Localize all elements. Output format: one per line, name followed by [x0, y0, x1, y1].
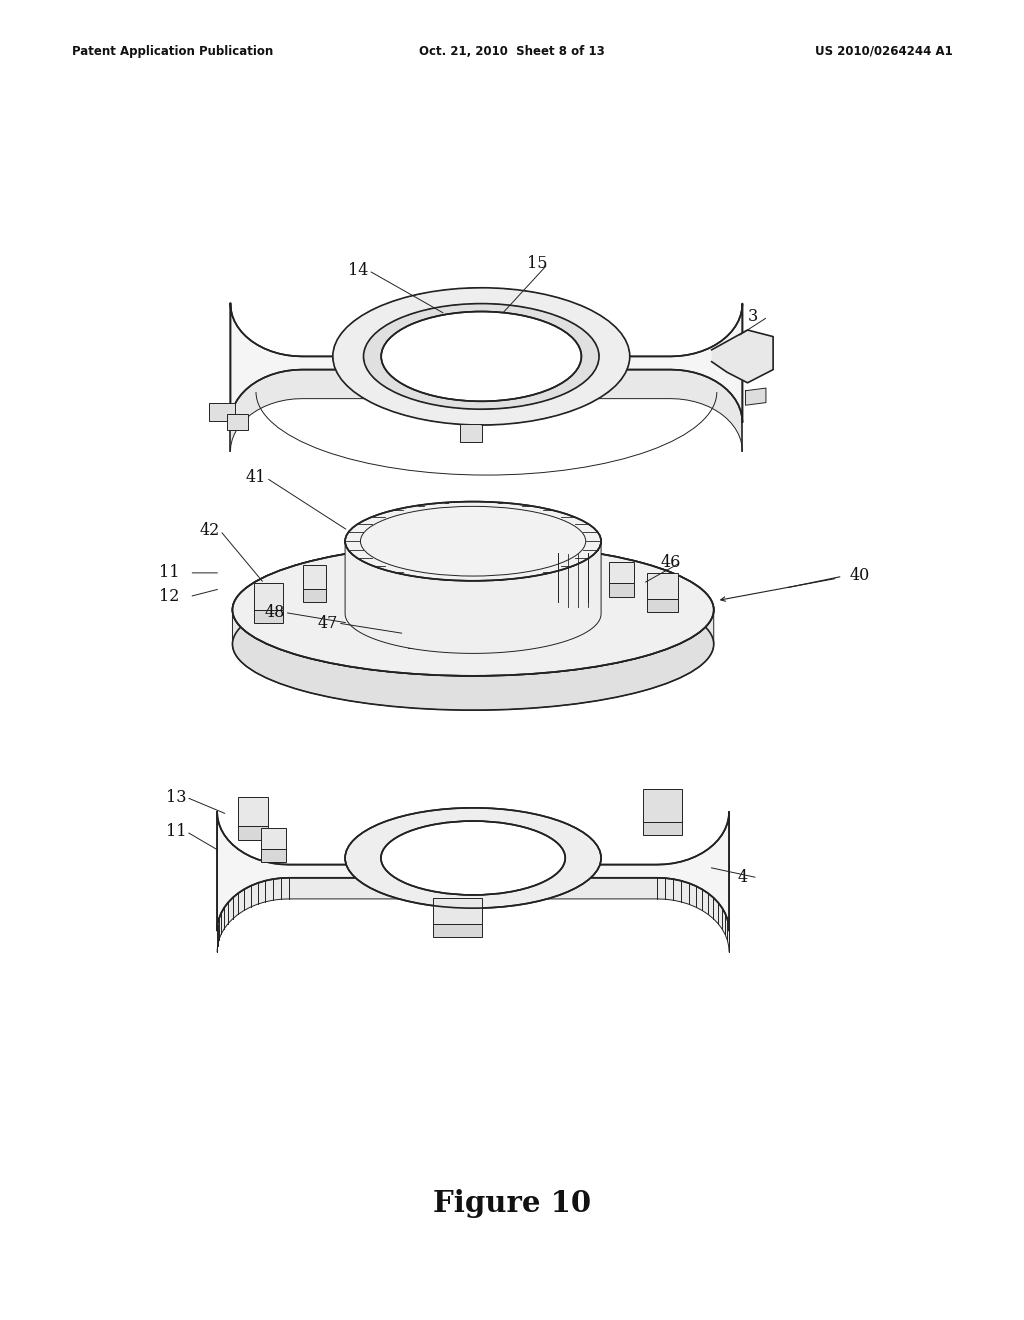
Ellipse shape [345, 808, 601, 908]
Text: 12: 12 [159, 589, 179, 605]
Polygon shape [217, 812, 729, 931]
Ellipse shape [232, 578, 714, 710]
Text: 40: 40 [850, 568, 870, 583]
Polygon shape [609, 583, 634, 597]
Polygon shape [209, 403, 236, 421]
Polygon shape [647, 599, 678, 612]
Ellipse shape [333, 288, 630, 425]
Polygon shape [433, 898, 482, 924]
Text: 47: 47 [317, 615, 338, 631]
Text: 4: 4 [737, 870, 748, 886]
Text: 46: 46 [660, 554, 681, 570]
Text: Patent Application Publication: Patent Application Publication [72, 45, 273, 58]
Polygon shape [230, 370, 742, 451]
Text: 13: 13 [166, 789, 186, 805]
Text: 48: 48 [264, 605, 285, 620]
Text: 42: 42 [200, 523, 220, 539]
Polygon shape [351, 607, 380, 620]
Text: US 2010/0264244 A1: US 2010/0264244 A1 [814, 45, 952, 58]
Polygon shape [712, 330, 773, 383]
Polygon shape [408, 611, 446, 635]
Text: 3: 3 [748, 309, 758, 325]
Polygon shape [230, 304, 742, 422]
Polygon shape [643, 821, 682, 836]
Text: 41: 41 [246, 470, 266, 486]
Text: 11: 11 [166, 824, 186, 840]
Polygon shape [609, 562, 634, 583]
Polygon shape [745, 388, 766, 405]
Polygon shape [303, 589, 326, 602]
Polygon shape [261, 828, 286, 849]
Text: 14: 14 [348, 263, 369, 279]
Polygon shape [238, 797, 268, 826]
Ellipse shape [381, 312, 582, 401]
Polygon shape [254, 610, 283, 623]
Polygon shape [217, 878, 729, 952]
Polygon shape [227, 414, 248, 430]
Polygon shape [351, 586, 380, 607]
Polygon shape [643, 788, 682, 821]
Ellipse shape [381, 821, 565, 895]
Polygon shape [238, 826, 268, 840]
Text: Figure 10: Figure 10 [433, 1189, 591, 1218]
Polygon shape [647, 573, 678, 599]
Polygon shape [261, 849, 286, 862]
Ellipse shape [232, 544, 714, 676]
Polygon shape [254, 583, 283, 610]
Text: 11: 11 [159, 565, 179, 581]
Text: 15: 15 [527, 256, 548, 272]
Polygon shape [460, 424, 482, 442]
Polygon shape [345, 541, 601, 653]
Text: Oct. 21, 2010  Sheet 8 of 13: Oct. 21, 2010 Sheet 8 of 13 [419, 45, 605, 58]
Ellipse shape [345, 502, 601, 581]
Ellipse shape [232, 544, 714, 676]
Ellipse shape [364, 304, 599, 409]
Polygon shape [232, 610, 714, 710]
Polygon shape [433, 924, 482, 937]
Polygon shape [408, 635, 446, 648]
Polygon shape [303, 565, 326, 589]
